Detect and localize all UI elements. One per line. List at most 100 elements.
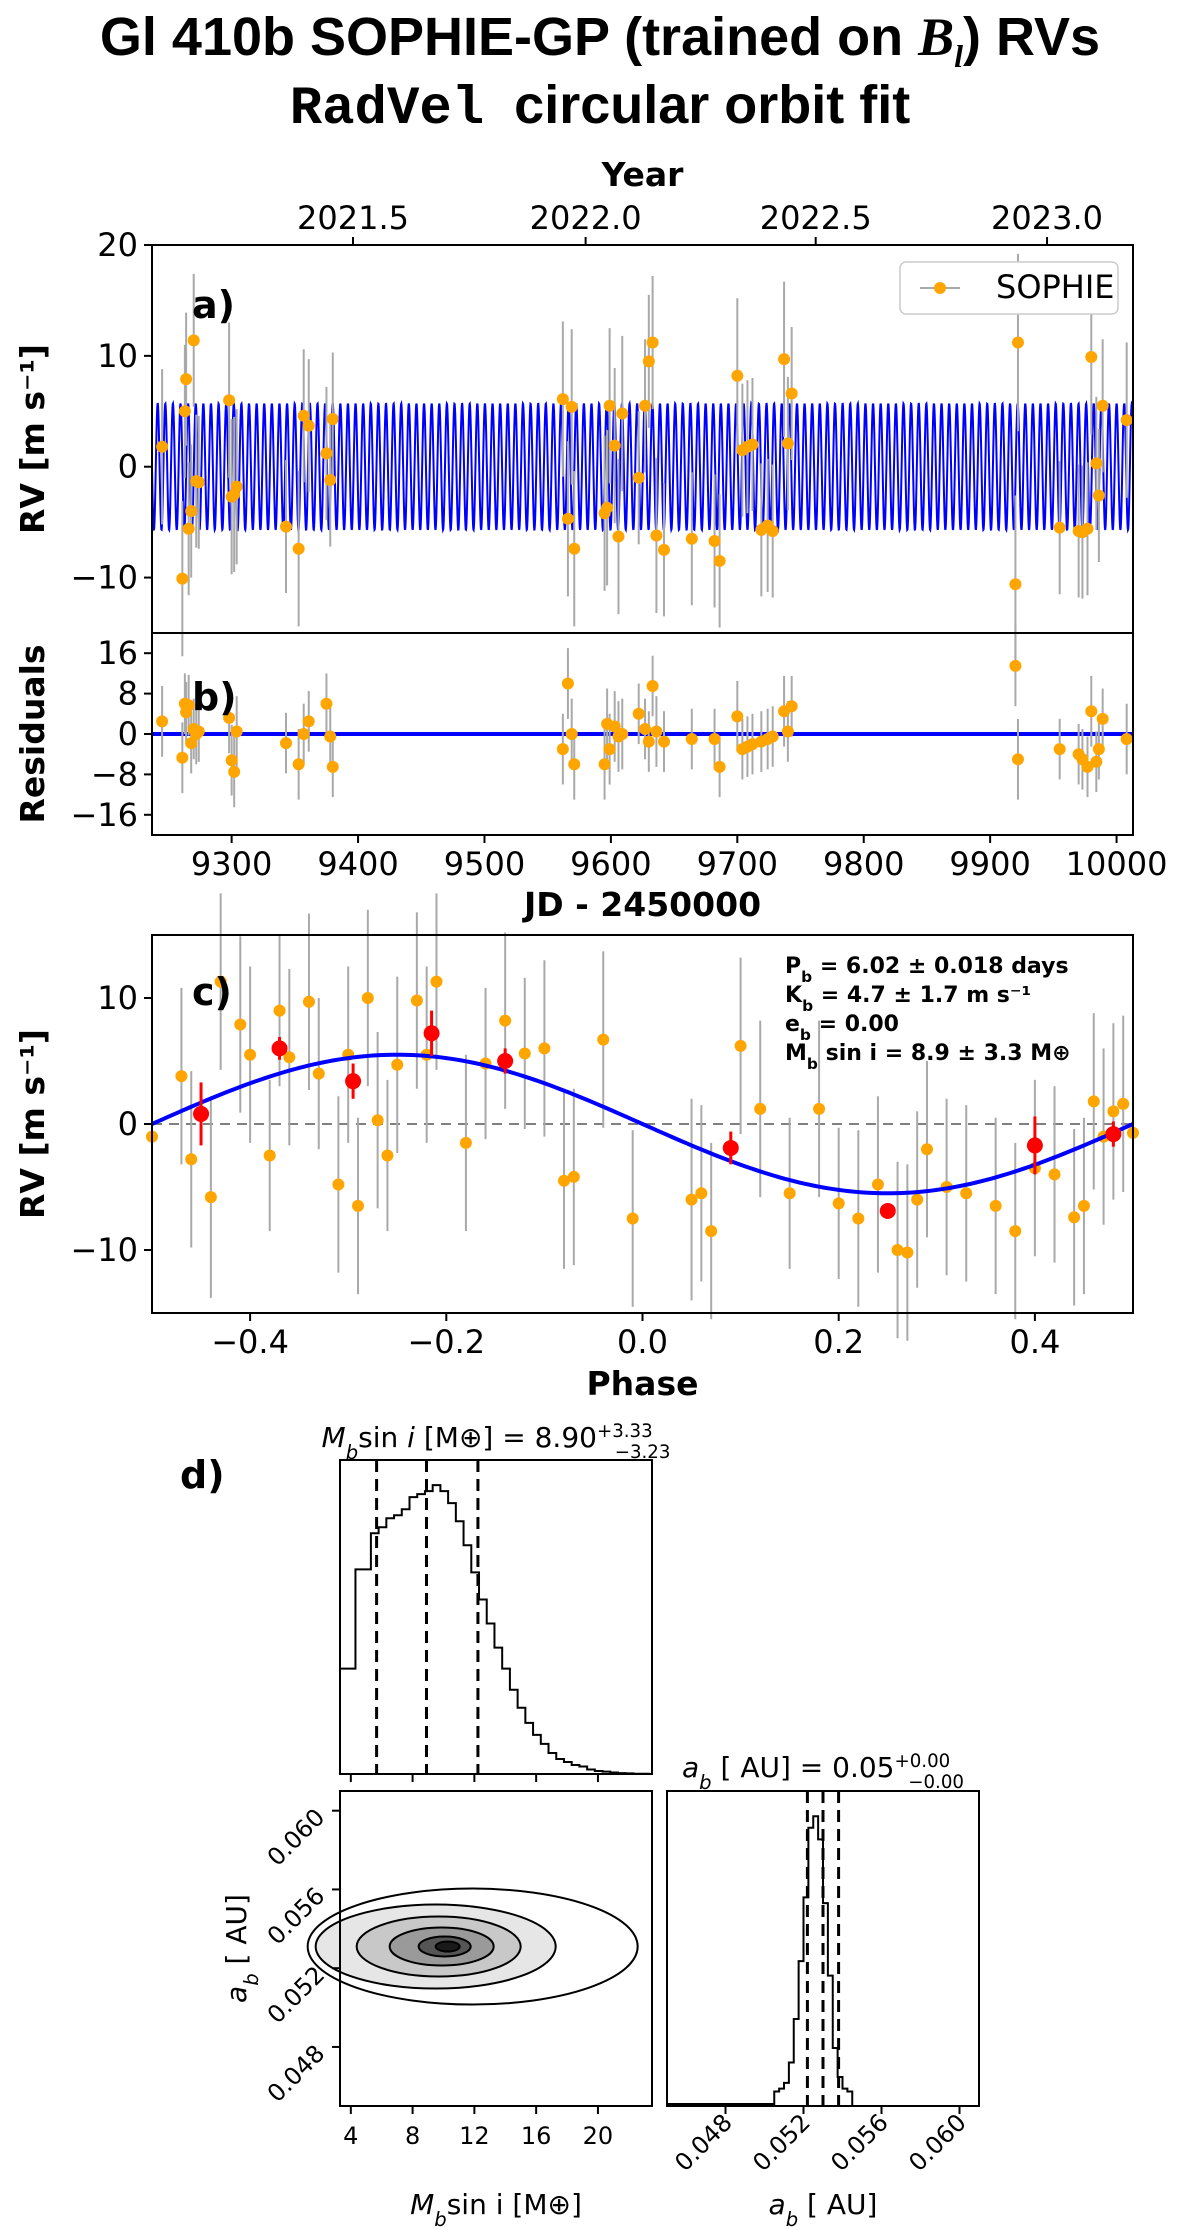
axis-xlabel-sub: b xyxy=(786,2208,798,2230)
rv-point xyxy=(556,393,569,406)
fit-annotation: Kb = 4.7 ± 1.7 m s⁻¹ xyxy=(785,983,1031,1015)
xtick-label: 9900 xyxy=(949,845,1030,883)
residual-point xyxy=(1090,755,1103,768)
corner-2d-frame xyxy=(339,1790,653,2107)
rv-point xyxy=(192,476,205,489)
residual-point xyxy=(657,735,670,748)
at-plus: +0.00 xyxy=(895,1751,951,1772)
rv-point xyxy=(223,394,236,407)
residual-point xyxy=(1096,712,1109,725)
corner-ylabel: ab [ AU] xyxy=(220,1894,263,2003)
rv-point xyxy=(1090,457,1103,470)
figure-title-line2: RadVel circular orbit fit xyxy=(0,72,1200,143)
corner-xtick-label: 8 xyxy=(405,2122,420,2150)
rv-point xyxy=(176,572,189,585)
residual-point xyxy=(608,720,621,733)
top-tick-label: 2022.5 xyxy=(760,199,872,237)
legend-label: SOPHIE xyxy=(996,268,1115,306)
ytick-label: 10 xyxy=(97,337,138,375)
mass-xlabel-base: M xyxy=(410,2188,434,2221)
rv-model-curve xyxy=(151,399,1134,534)
binned-point xyxy=(497,1053,514,1069)
rv-point xyxy=(185,505,198,518)
at-unit: [ AU] = 0.05 xyxy=(712,1751,895,1784)
residual-point xyxy=(642,735,655,748)
annot-rest: = 6.02 ± 0.018 days xyxy=(812,954,1068,979)
phase-point xyxy=(626,1212,639,1225)
rv-point xyxy=(781,437,794,450)
phase-point xyxy=(783,1187,796,1200)
annot-sub: b xyxy=(801,968,812,986)
residual-point xyxy=(192,725,205,738)
residual-point xyxy=(603,743,616,756)
binned-point xyxy=(345,1073,362,1090)
rv-point xyxy=(713,554,726,567)
ytick-label: −10 xyxy=(70,559,138,597)
annot-base: e xyxy=(785,1012,800,1037)
corner-ylabel-rest: [ AU] xyxy=(220,1894,253,1973)
mt-sub: b xyxy=(346,1441,358,1464)
residual-point xyxy=(639,722,652,735)
residual-point xyxy=(1009,659,1022,672)
corner-ylabel-base: a xyxy=(220,1986,253,2003)
phase-point xyxy=(352,1199,365,1212)
residual-point xyxy=(185,737,198,750)
binned-point xyxy=(1105,1126,1122,1143)
ytick-label: −10 xyxy=(70,1231,138,1269)
phase-point xyxy=(234,1018,247,1031)
mt-minus: −3.23 xyxy=(615,1442,671,1463)
panel-c: 10 0 −10 −0.4 −0.2 0.0 0.2 0.4 Phase RV [m s⁻¹] c)… xyxy=(13,893,1139,1403)
axis-xlabel-rest: [ AU] xyxy=(798,2188,877,2221)
panel-b-label: b) xyxy=(192,675,237,719)
rv-point xyxy=(657,543,670,556)
phase-point xyxy=(832,1197,845,1210)
annot-rest: = 0.00 xyxy=(811,1012,899,1037)
phase-point xyxy=(1068,1211,1081,1224)
top-tick-label: 2022.0 xyxy=(530,199,642,237)
annot-sub: b xyxy=(807,1055,818,1073)
xtick-label: −0.2 xyxy=(407,1323,485,1361)
residual-point xyxy=(708,733,721,746)
phase-point xyxy=(705,1225,718,1238)
panel-c-xlabel: Phase xyxy=(587,1364,699,1403)
residual-point xyxy=(598,758,611,771)
annot-rest: = 4.7 ± 1.7 m s⁻¹ xyxy=(813,983,1031,1008)
phase-point xyxy=(263,1149,276,1162)
annot-base: M xyxy=(785,1041,807,1066)
residual-point xyxy=(223,711,236,724)
phase-point xyxy=(518,1047,531,1060)
phase-point xyxy=(538,1042,551,1055)
rv-point xyxy=(326,413,339,426)
residual-point xyxy=(685,733,698,746)
phase-point xyxy=(302,995,315,1008)
residual-point xyxy=(731,710,744,723)
phase-point xyxy=(989,1199,1002,1212)
ytick-label: −8 xyxy=(91,755,138,793)
residual-point xyxy=(781,725,794,738)
panel-a-ylabel: RV [m s⁻¹] xyxy=(13,344,52,534)
residual-point xyxy=(568,758,581,771)
residual-point xyxy=(320,697,333,710)
phase-point xyxy=(283,1051,296,1064)
residual-point xyxy=(713,760,726,773)
rv-point xyxy=(182,522,195,535)
phase-point xyxy=(214,975,227,988)
title1-math-base: B xyxy=(918,7,955,67)
phase-point xyxy=(911,1193,924,1206)
rv-point xyxy=(1085,350,1098,363)
ytick-label: 0 xyxy=(118,448,138,486)
residual-point xyxy=(302,715,315,728)
rv-point xyxy=(187,334,200,347)
corner-ytick-label: 0.052 xyxy=(262,1961,330,2029)
rv-point xyxy=(639,399,652,412)
title1-math-sub: l xyxy=(954,37,964,74)
mt-sin: sin xyxy=(358,1421,398,1454)
binned-point xyxy=(271,1040,288,1057)
residual-point xyxy=(297,728,310,740)
rv-point xyxy=(230,480,243,493)
rv-point xyxy=(685,532,698,545)
corner-ylabel-sub: b xyxy=(240,1973,263,1985)
rv-point xyxy=(1120,414,1133,427)
residual-point xyxy=(556,743,569,756)
